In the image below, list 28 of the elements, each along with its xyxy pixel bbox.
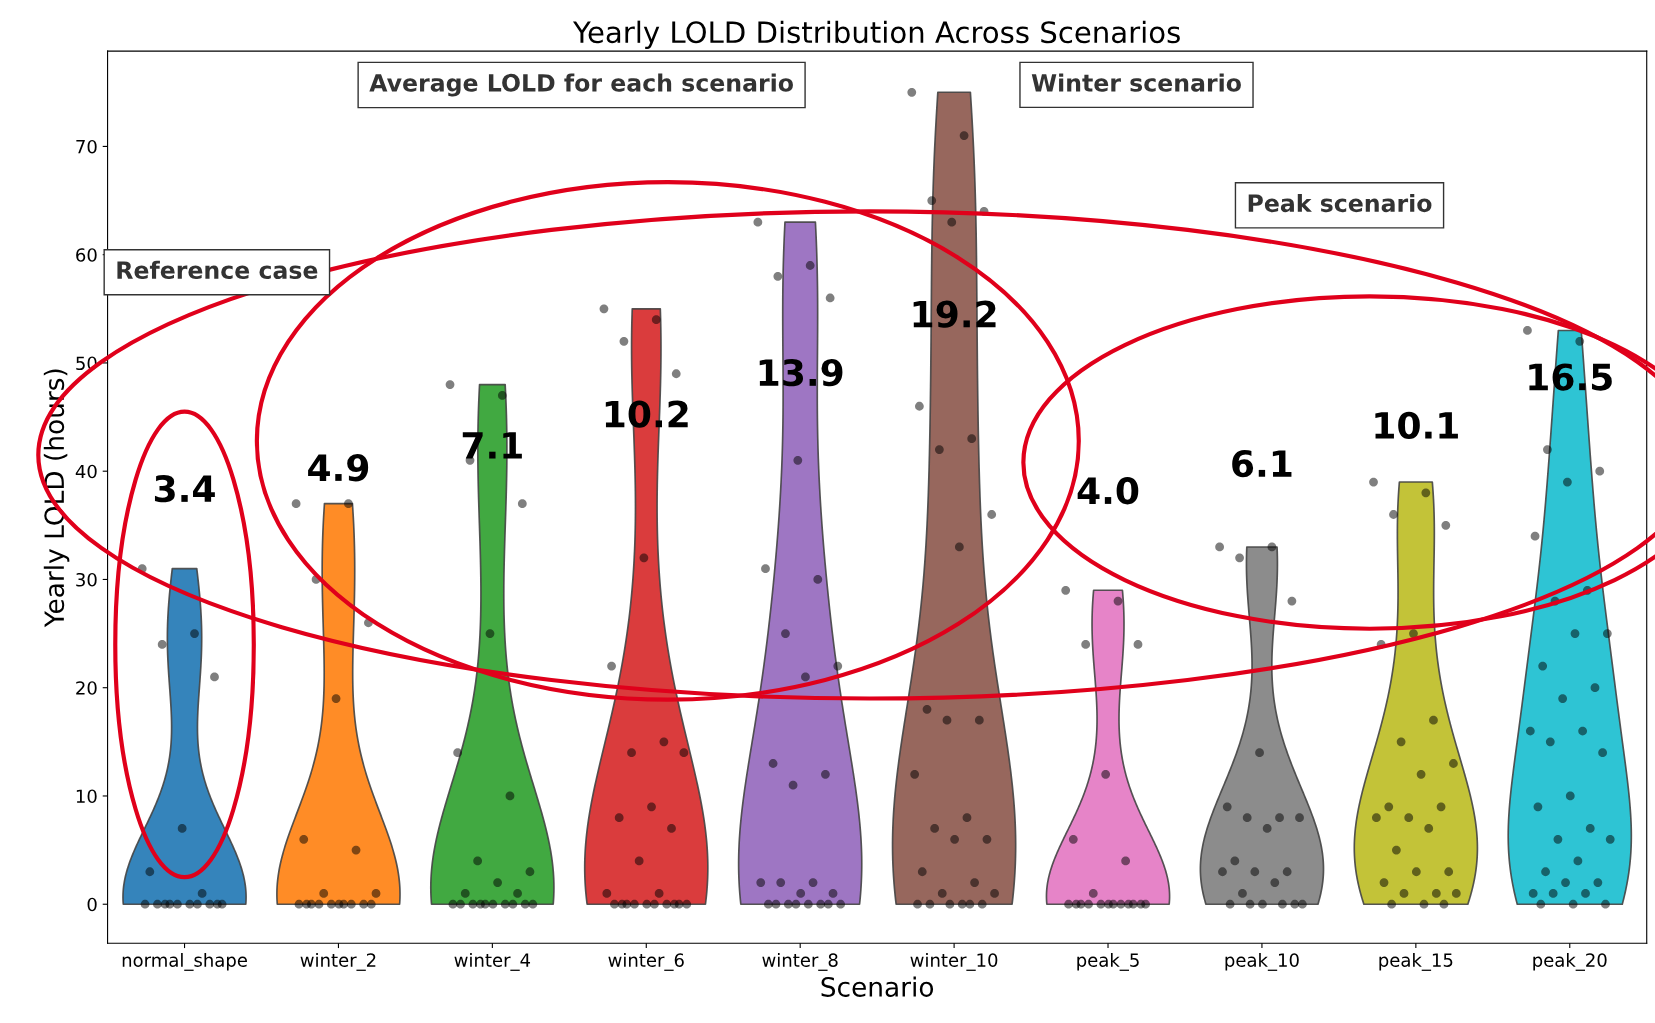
annotation: Average LOLD for each scenario	[369, 73, 793, 97]
x-tick-label: peak_15	[1379, 952, 1453, 971]
chart-title: Yearly LOLD Distribution Across Scenarios	[572, 20, 1180, 49]
y-tick-label: 70	[76, 139, 97, 154]
y-tick-label: 40	[75, 464, 97, 479]
x-axis-title: Scenario	[821, 976, 934, 997]
annotation: 4.9	[308, 454, 369, 482]
annotation: 10.1	[1375, 411, 1458, 440]
annotation: Reference case	[117, 260, 318, 280]
annotation: Peak scenario	[1248, 193, 1432, 213]
annotation: 3.4	[154, 475, 215, 503]
y-tick-label: 20	[76, 681, 97, 695]
x-tick-label: winter_8	[762, 952, 838, 971]
x-tick-label: winter_2	[300, 952, 376, 971]
x-tick-label: peak_5	[1077, 952, 1139, 971]
y-tick-label: 60	[76, 248, 97, 262]
annotation: 4.0	[1077, 477, 1139, 505]
x-tick-label: peak_10	[1225, 952, 1299, 971]
y-tick-label: 30	[76, 572, 97, 587]
x-tick-label: normal_shape	[122, 952, 247, 971]
annotation: Winter scenario	[1031, 73, 1241, 92]
x-tick-label: winter_6	[608, 952, 684, 971]
x-tick-label: peak_20	[1533, 952, 1607, 971]
annotation: 6.1	[1232, 449, 1292, 478]
x-tick-label: winter_10	[910, 952, 998, 971]
y-tick-label: 10	[76, 789, 97, 804]
y-tick-label: 0	[87, 897, 97, 912]
x-tick-label: winter_4	[454, 952, 531, 971]
